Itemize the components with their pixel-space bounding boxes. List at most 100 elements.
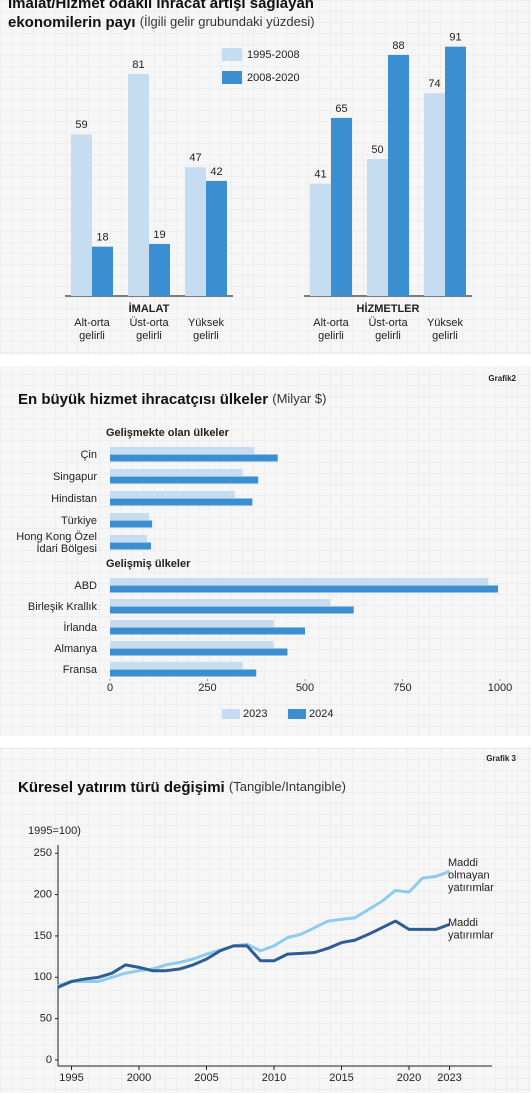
legend-label: 2024 (309, 708, 333, 720)
line (57, 870, 451, 988)
bar (110, 599, 331, 606)
category-label: Çin (80, 449, 97, 461)
chart-tag: Grafik 3 (486, 754, 516, 763)
y-axis-label: 1995=100) (28, 825, 81, 837)
x-tick-label: 750 (393, 682, 411, 694)
value-label: 59 (75, 119, 87, 131)
value-label: 81 (132, 59, 144, 71)
bar (110, 662, 243, 669)
line (57, 919, 451, 989)
bar (110, 491, 235, 498)
legend-swatch (222, 48, 242, 61)
x-tick-label: 2015 (329, 1072, 353, 1084)
bar (110, 627, 305, 635)
group-label: Gelişmiş ülkeler (106, 558, 191, 570)
category-label: Fransa (63, 664, 98, 676)
chart-subtitle: (Milyar $) (272, 391, 326, 406)
legend-label: 1995-2008 (247, 49, 300, 61)
x-tick-label: 1000 (488, 682, 512, 694)
y-tick-label: 100 (34, 971, 52, 983)
bar (206, 180, 227, 296)
chart-title: ekonomilerin payı (8, 14, 136, 31)
value-label: 18 (96, 232, 108, 244)
bar (110, 447, 255, 454)
y-tick-label: 150 (34, 930, 52, 942)
bar (110, 669, 257, 677)
bar (110, 498, 253, 506)
bar (331, 117, 352, 297)
bar (110, 648, 288, 656)
bar (110, 542, 151, 550)
category-label: Alt-orta gelirli (313, 317, 349, 342)
x-tick-label: 250 (198, 682, 216, 694)
chart-title: Küresel yatırım türü değişimi (18, 779, 225, 796)
bar (110, 620, 274, 627)
bar (110, 535, 148, 542)
bar (110, 513, 149, 520)
x-tick-label: 0 (107, 682, 113, 694)
bar (128, 74, 149, 296)
category-label: Yüksek gelirli (188, 317, 225, 342)
chart-title: İmalat/Hizmet odaklı ihracat artışı sağl… (8, 0, 314, 12)
bar (310, 183, 331, 296)
category-label: Türkiye (61, 515, 97, 527)
category-label: Alt-orta gelirli (74, 317, 110, 342)
bar (92, 246, 113, 296)
bar (71, 134, 92, 296)
value-label: 42 (210, 166, 222, 178)
y-tick-label: 250 (34, 847, 52, 859)
bar (388, 54, 409, 296)
bar (110, 578, 489, 585)
bar (445, 46, 466, 296)
group-label: Gelişmekte olan ülkeler (106, 427, 230, 439)
chart-title: Küresel yatırım türü değişimi (Tangible/… (18, 779, 346, 796)
category-label: ABD (74, 580, 97, 592)
bar (185, 167, 206, 296)
group-label: HİZMETLER (357, 302, 420, 315)
x-tick-label: 2000 (127, 1072, 151, 1084)
value-label: 47 (189, 152, 201, 164)
chart-title: ekonomilerin payı (İlgili gelir grubunda… (8, 14, 315, 31)
panel-background (0, 366, 531, 736)
legend-swatch (288, 709, 306, 719)
y-tick-label: 200 (34, 889, 52, 901)
bar (424, 93, 445, 297)
x-tick-label: 500 (296, 682, 314, 694)
bar (110, 606, 354, 614)
category-label: İrlanda (63, 621, 98, 634)
bar (110, 454, 278, 462)
bar (110, 476, 259, 484)
category-label: Hong Kong Özel İdari Bölgesi (16, 531, 97, 555)
chart-tag: Grafik2 (488, 374, 516, 383)
category-label: Birleşik Krallık (28, 601, 98, 613)
category-label: Singapur (53, 471, 97, 483)
series-label: Maddi yatırımlar (448, 917, 494, 942)
category-label: Üst-orta gelirli (129, 317, 169, 342)
x-tick-label: 2010 (262, 1072, 286, 1084)
x-tick-label: 2005 (194, 1072, 218, 1084)
category-label: Almanya (54, 643, 98, 655)
value-label: 41 (314, 169, 326, 181)
x-tick-label: 2023 (437, 1072, 461, 1084)
bar (110, 585, 499, 593)
value-label: 65 (335, 103, 347, 115)
value-label: 50 (371, 144, 383, 156)
x-tick-label: 1995 (59, 1072, 83, 1084)
chart-subtitle: (İlgili gelir grubundaki yüzdesi) (140, 14, 315, 29)
value-label: 19 (153, 229, 165, 241)
bar (110, 469, 243, 476)
chart-title: En büyük hizmet ihracatçısı ülkeler (18, 391, 268, 408)
value-label: 74 (428, 78, 440, 90)
chart-subtitle: (Tangible/Intangible) (229, 779, 346, 794)
category-label: Üst-orta gelirli (368, 317, 408, 342)
bar (367, 159, 388, 296)
y-tick-label: 50 (40, 1013, 52, 1025)
legend-swatch (222, 709, 240, 719)
category-label: Hindistan (51, 493, 97, 505)
bar (110, 641, 274, 648)
bar (110, 520, 153, 528)
panel-background (0, 747, 531, 1093)
x-tick-label: 2020 (397, 1072, 421, 1084)
value-label: 88 (392, 40, 404, 52)
